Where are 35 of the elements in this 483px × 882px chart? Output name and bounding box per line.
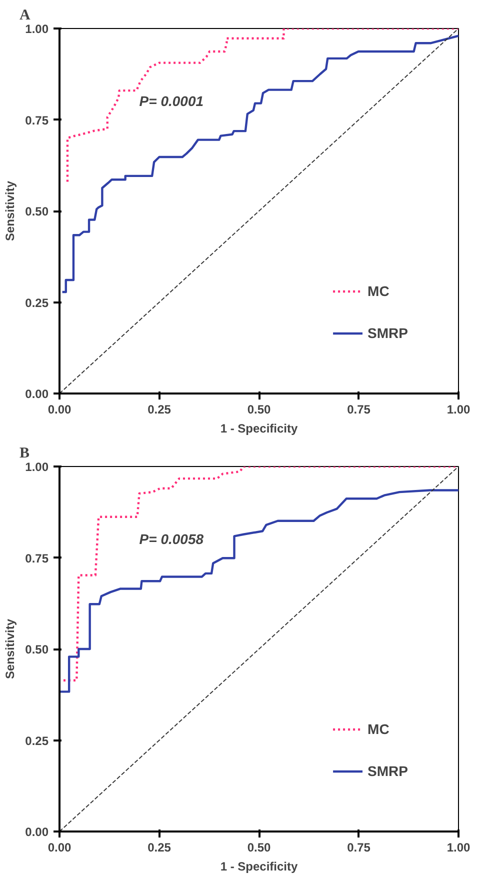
line-series xyxy=(60,489,458,693)
annotation: P= 0.0058 xyxy=(139,530,204,547)
x-tick-label: 0.50 xyxy=(247,840,272,854)
legend-label: MC xyxy=(368,721,390,737)
x-tick-label: 0.00 xyxy=(48,840,72,854)
y-axis-title: Sensitivity xyxy=(3,618,18,680)
y-tick-label: 0.25 xyxy=(25,296,49,310)
line-series xyxy=(62,466,458,682)
legend-label: MC xyxy=(368,283,390,299)
y-tick-label: 0.75 xyxy=(25,551,49,566)
y-tick-label: 1.00 xyxy=(25,22,49,36)
x-axis-title: 1 - Specificity xyxy=(220,422,298,436)
x-tick-label: 0.00 xyxy=(48,402,72,416)
y-tick-label: 0.00 xyxy=(25,825,49,839)
x-tick-label: 1.00 xyxy=(446,840,471,854)
legend-label: SMRP xyxy=(368,763,408,779)
annotation: P= 0.0001 xyxy=(139,92,204,109)
chart-title: A xyxy=(20,8,30,24)
x-tick-label: 0.25 xyxy=(148,840,172,854)
y-tick-label: 0.00 xyxy=(25,387,49,401)
x-axis-title: 1 - Specificity xyxy=(220,860,298,874)
legend-label: SMRP xyxy=(368,325,408,341)
x-tick-label: 1.00 xyxy=(446,402,471,416)
y-tick-label: 0.25 xyxy=(25,734,49,748)
y-axis-title: Sensitivity xyxy=(3,180,18,242)
x-tick-label: 0.25 xyxy=(148,402,172,416)
y-tick-label: 0.50 xyxy=(25,642,49,656)
chart-title: B xyxy=(20,446,30,462)
line-series xyxy=(66,28,458,183)
x-tick-label: 0.75 xyxy=(347,840,371,854)
x-tick-label: 0.75 xyxy=(347,402,371,416)
y-tick-label: 0.50 xyxy=(25,204,49,218)
x-tick-label: 0.50 xyxy=(247,402,272,416)
y-tick-label: 1.00 xyxy=(25,460,49,474)
y-tick-label: 0.75 xyxy=(25,113,49,128)
